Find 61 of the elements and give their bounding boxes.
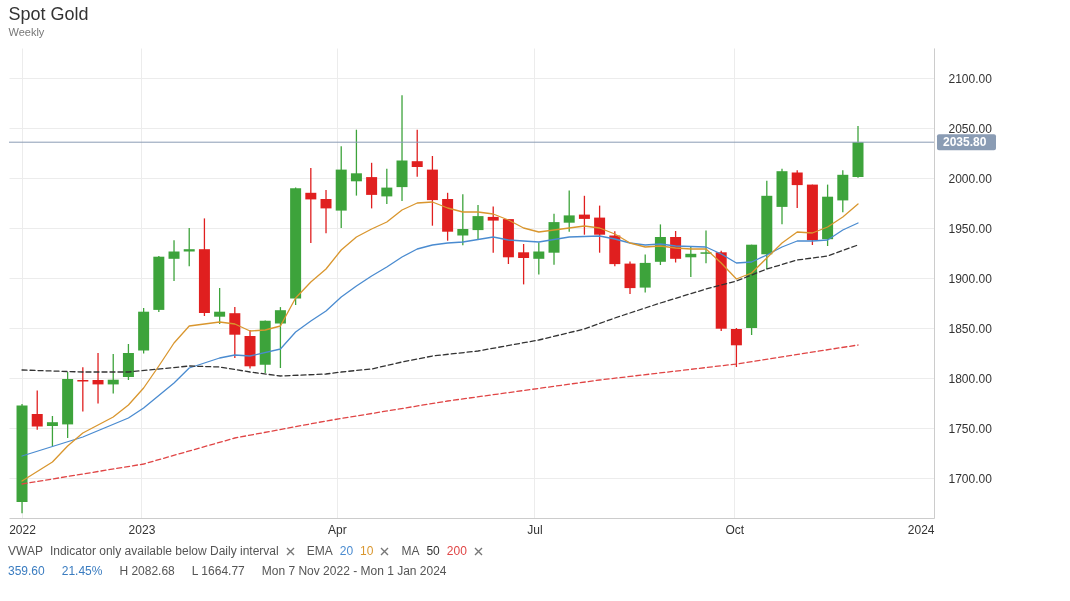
text: 10 — [360, 544, 374, 558]
text: 50 — [426, 544, 440, 558]
candlestick — [487, 205, 499, 254]
text: VWAP — [8, 544, 43, 558]
candlestick — [122, 343, 134, 381]
candlestick — [578, 195, 590, 236]
y-tick-label: 2050.00 — [948, 121, 993, 136]
x-tick-label: Apr — [328, 522, 347, 537]
candlestick — [533, 241, 545, 276]
y-tick-label: 2000.00 — [948, 171, 993, 186]
candlestick — [92, 352, 104, 405]
candlestick — [305, 167, 317, 244]
text: Mon 7 Nov 2022 - Mon 1 Jan 2024 — [261, 564, 447, 578]
y-tick-label: 1900.00 — [948, 271, 993, 286]
text: 20 — [339, 544, 354, 558]
line-series — [21, 344, 859, 485]
candlestick — [381, 168, 393, 205]
candlestick — [350, 129, 362, 197]
text: EMA — [306, 544, 333, 558]
chart-title: Spot Gold — [8, 4, 89, 24]
ref-line-label: 2035.80 — [943, 135, 987, 150]
candlestick — [214, 287, 226, 325]
x-tick-label: Jul — [527, 522, 543, 537]
text: MA — [401, 544, 420, 558]
y-tick-label: 2100.00 — [948, 71, 993, 86]
text: L 1664.77 — [191, 564, 245, 578]
candlestick — [229, 306, 241, 359]
candlestick — [320, 189, 332, 234]
text: H 2082.68 — [119, 564, 175, 578]
y-tick-label: 1850.00 — [948, 321, 993, 336]
candlestick — [77, 366, 89, 413]
chart-subtitle: Weekly — [8, 26, 45, 38]
line-series — [21, 244, 859, 377]
text: 359.60 — [8, 564, 45, 578]
y-tick-label: 1750.00 — [948, 421, 993, 436]
candlestick — [183, 227, 195, 267]
candlestick — [700, 229, 712, 264]
candlestick — [411, 129, 423, 178]
x-tick-label: 2023 — [128, 522, 156, 537]
candlestick — [274, 306, 286, 369]
candlestick — [472, 204, 484, 241]
candlestick — [168, 239, 180, 282]
candlestick — [366, 162, 378, 210]
candlestick — [46, 415, 58, 447]
candlestick — [563, 189, 575, 233]
y-tick-label: 1800.00 — [948, 371, 993, 386]
candlestick — [31, 389, 43, 431]
y-tick-label: 1700.00 — [948, 471, 993, 486]
x-tick-label: 2022 — [9, 522, 37, 537]
text: Indicator only available below Daily interval — [49, 544, 279, 558]
candlestick — [791, 169, 803, 209]
candlestick — [594, 204, 606, 254]
candlestick — [457, 193, 469, 246]
text: 200 — [446, 544, 467, 558]
candlestick — [518, 243, 530, 286]
line-series — [21, 201, 859, 482]
candlestick — [730, 327, 742, 368]
x-tick-label: 2024 — [907, 522, 935, 537]
text: 21.45% — [61, 564, 103, 578]
x-tick-label: Oct — [725, 522, 745, 537]
y-tick-label: 1950.00 — [948, 221, 993, 236]
